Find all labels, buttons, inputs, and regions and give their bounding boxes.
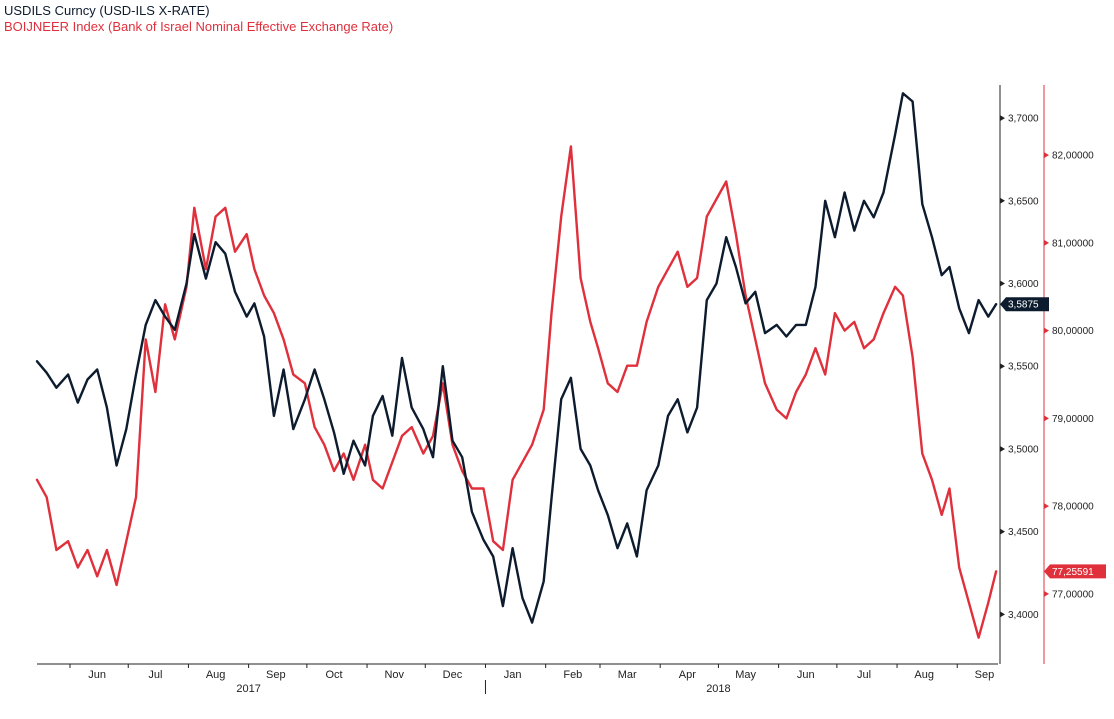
right-tick-label: 82,00000: [1052, 151, 1094, 162]
x-tick-label-aug: Aug: [914, 669, 934, 681]
left-tick-marker: [1000, 363, 1005, 370]
chart-titles: USDILS Curncy (USD-ILS X-RATE) BOIJNEER …: [4, 3, 393, 35]
right-tick-marker: [1044, 327, 1049, 334]
x-tick-label-jan: Jan: [504, 669, 522, 681]
x-year-label-2018: 2018: [706, 683, 730, 695]
x-tick-label-jun: Jun: [88, 669, 106, 681]
x-tick-label-mar: Mar: [618, 669, 637, 681]
chart-title: USDILS Curncy (USD-ILS X-RATE): [4, 3, 210, 18]
boijneer-last-value-label: 77,25591: [1052, 567, 1094, 578]
x-tick-label-sep: Sep: [975, 669, 995, 681]
usdils-series-line: [35, 92, 998, 624]
boijneer-last-value-badge: [1044, 564, 1106, 579]
left-tick-label: 3,7000: [1008, 114, 1039, 125]
left-tick-marker: [1000, 528, 1005, 535]
chart-last-value-labels: 3,5875 77,25591: [1000, 297, 1106, 579]
x-tick-label-jul: Jul: [148, 669, 162, 681]
x-tick-label-sep: Sep: [266, 669, 286, 681]
right-tick-label: 79,00000: [1052, 414, 1094, 425]
x-tick-label-jul: Jul: [857, 669, 871, 681]
left-tick-label: 3,5000: [1008, 444, 1039, 455]
right-tick-marker: [1044, 415, 1049, 422]
right-tick-label: 78,00000: [1052, 502, 1094, 513]
x-tick-label-jun: Jun: [797, 669, 815, 681]
x-tick-label-may: May: [735, 669, 756, 681]
usdils-last-value-label: 3,5875: [1008, 300, 1039, 311]
x-tick-label-feb: Feb: [563, 669, 582, 681]
boijneer-series-line: [35, 145, 998, 639]
left-tick-marker: [1000, 197, 1005, 204]
x-tick-label-aug: Aug: [206, 669, 226, 681]
left-tick-label: 3,6000: [1008, 279, 1039, 290]
right-tick-marker: [1044, 239, 1049, 246]
right-tick-marker: [1044, 503, 1049, 510]
x-tick-label-oct: Oct: [325, 669, 342, 681]
right-tick-label: 77,00000: [1052, 589, 1094, 600]
right-tick-label: 80,00000: [1052, 326, 1094, 337]
x-year-label-2017: 2017: [236, 683, 260, 695]
right-tick-marker: [1044, 590, 1049, 597]
left-tick-marker: [1000, 611, 1005, 618]
x-tick-label-nov: Nov: [384, 669, 404, 681]
x-tick-label-apr: Apr: [679, 669, 696, 681]
x-tick-label-dec: Dec: [443, 669, 463, 681]
right-tick-marker: [1044, 152, 1049, 159]
usdils-last-value-badge: [1000, 297, 1049, 312]
left-tick-marker: [1000, 280, 1005, 287]
left-tick-marker: [1000, 445, 1005, 452]
left-tick-label: 3,5500: [1008, 362, 1039, 373]
left-tick-label: 3,6500: [1008, 196, 1039, 207]
right-tick-label: 81,00000: [1052, 238, 1094, 249]
chart-axes: Jun Jul Aug Sep Oct Nov Dec Jan Feb Mar Apr May Jun J…: [37, 85, 1094, 695]
left-tick-label: 3,4500: [1008, 527, 1039, 538]
left-tick-label: 3,4000: [1008, 610, 1039, 621]
left-tick-marker: [1000, 115, 1005, 122]
chart-subtitle: BOIJNEER Index (Bank of Israel Nominal E…: [4, 19, 394, 34]
chart-series: [35, 92, 998, 639]
